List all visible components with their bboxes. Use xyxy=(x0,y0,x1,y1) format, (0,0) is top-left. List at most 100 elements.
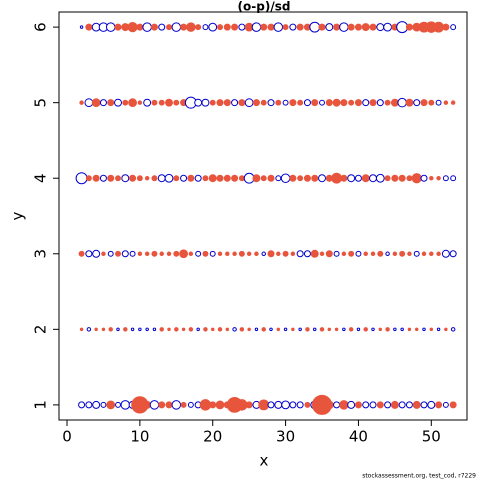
bubble xyxy=(195,250,202,257)
bubble xyxy=(187,401,194,408)
bubble xyxy=(297,175,304,182)
bubble xyxy=(348,327,354,332)
bubble xyxy=(319,99,325,106)
bubble xyxy=(405,23,413,31)
x-tick-label: 10 xyxy=(130,428,149,446)
bubble xyxy=(225,251,230,257)
bubble xyxy=(217,327,223,332)
bubble xyxy=(181,327,186,332)
bubble xyxy=(289,99,297,107)
bubble xyxy=(186,22,196,32)
bubble xyxy=(202,250,209,257)
bubble xyxy=(247,327,251,332)
bubble xyxy=(371,327,375,332)
bubble xyxy=(165,98,173,107)
bubble xyxy=(354,99,362,107)
bubble xyxy=(339,22,349,32)
bubble xyxy=(158,99,165,106)
bubble xyxy=(289,23,297,31)
bubble xyxy=(435,99,442,106)
bubble xyxy=(136,175,143,182)
bubble xyxy=(208,174,217,183)
bubble xyxy=(210,327,215,332)
bubble xyxy=(325,23,334,32)
bubble xyxy=(296,401,304,409)
bubble xyxy=(369,401,377,409)
bubble xyxy=(369,174,377,183)
bubble xyxy=(84,98,94,108)
bubble xyxy=(180,174,188,182)
bubble xyxy=(397,97,407,108)
bubble xyxy=(151,99,158,106)
bubble xyxy=(166,24,172,31)
bubble xyxy=(290,251,296,257)
bubble xyxy=(429,175,434,181)
bubble xyxy=(78,250,85,257)
bubble xyxy=(369,99,377,107)
bubble xyxy=(298,327,302,332)
y-tick-label: 6 xyxy=(32,22,50,32)
bubble xyxy=(413,250,420,257)
bubble xyxy=(436,175,441,181)
bubble xyxy=(260,175,267,182)
bubble xyxy=(376,23,385,32)
bubble xyxy=(75,172,88,185)
bubble xyxy=(108,327,113,332)
bubble xyxy=(165,401,173,409)
bubble xyxy=(342,327,346,332)
bubble xyxy=(392,251,398,257)
bubble xyxy=(429,251,434,257)
bubble xyxy=(79,327,84,332)
bubble xyxy=(384,99,391,106)
bubble xyxy=(92,400,101,409)
bubble xyxy=(333,401,341,409)
bubble xyxy=(442,23,450,31)
bubble xyxy=(79,25,84,29)
bubble xyxy=(384,401,392,409)
bubble xyxy=(143,98,152,107)
bubble xyxy=(273,22,284,32)
bubble xyxy=(144,251,150,257)
bubble xyxy=(136,23,144,31)
bubble xyxy=(101,251,106,257)
bubble xyxy=(411,173,422,184)
bubble xyxy=(391,174,399,182)
bubble xyxy=(166,251,172,257)
bubble xyxy=(356,327,361,332)
bubble xyxy=(398,401,406,409)
bubble xyxy=(223,23,231,31)
bubble xyxy=(225,327,230,332)
y-tick-label: 5 xyxy=(32,98,50,108)
bubble xyxy=(188,327,194,332)
bubble xyxy=(291,327,295,332)
bubble xyxy=(260,23,268,31)
bubble xyxy=(129,174,137,182)
bubble xyxy=(116,327,120,332)
bubble xyxy=(246,251,252,257)
bubble xyxy=(341,251,347,257)
bubble xyxy=(348,99,355,106)
bubble xyxy=(164,173,174,183)
bubble xyxy=(436,327,441,332)
bubble xyxy=(377,250,384,257)
bubble xyxy=(149,400,160,410)
bubble xyxy=(174,327,179,332)
bubble xyxy=(258,399,270,411)
bubble xyxy=(231,174,239,182)
bubble xyxy=(180,401,187,408)
bubble xyxy=(362,99,370,107)
bubble xyxy=(269,327,273,332)
bubble xyxy=(435,401,443,409)
bubble xyxy=(152,327,157,332)
x-tick-label: 20 xyxy=(203,428,222,446)
bubble xyxy=(137,251,143,257)
bubble xyxy=(333,23,341,31)
bubble xyxy=(85,23,93,31)
bubble xyxy=(347,174,356,183)
bubble xyxy=(420,401,428,409)
bubble xyxy=(261,327,266,332)
bubble xyxy=(441,249,450,258)
bubble xyxy=(354,23,362,31)
bubble xyxy=(276,327,281,332)
